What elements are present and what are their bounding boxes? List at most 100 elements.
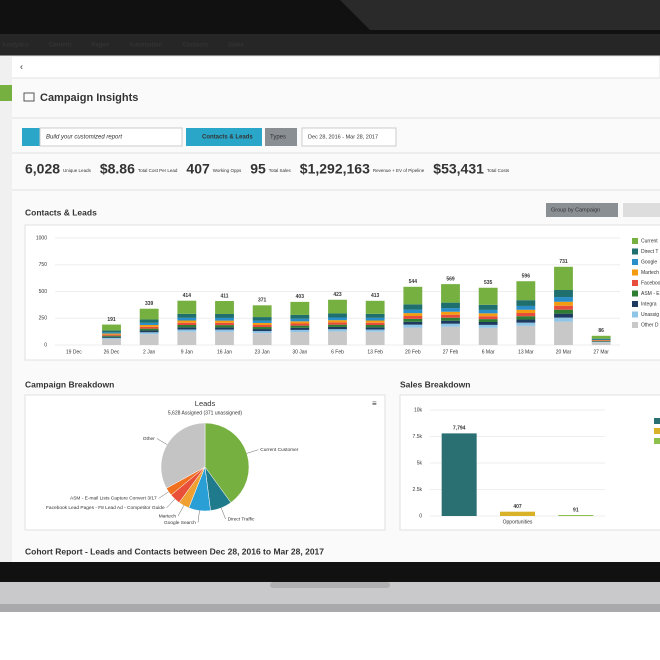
bar-segment — [177, 320, 197, 323]
legend-swatch — [632, 259, 638, 265]
menu-icon[interactable]: ≡ — [372, 399, 377, 408]
bar-segment — [102, 333, 121, 335]
x-tick-label: 27 Mar — [593, 349, 609, 355]
bar-segment — [365, 324, 385, 328]
y-tick-label: 0 — [44, 342, 47, 348]
bar-total-label: 411 — [220, 293, 228, 299]
kpi-value: 407 — [186, 161, 210, 177]
bar-segment — [516, 313, 536, 317]
section-title: Campaign Breakdown — [25, 379, 114, 389]
x-tick-label: 2 Jan — [143, 349, 155, 355]
bezel-reflection — [340, 0, 660, 30]
bar-segment — [403, 318, 423, 322]
bar-segment — [252, 322, 272, 325]
kpi-label: Revenue + EV of Pipeline — [373, 168, 425, 173]
nav-item[interactable]: Pages — [91, 43, 109, 49]
x-tick-label: 13 Mar — [518, 349, 534, 355]
bar-segment — [290, 301, 310, 315]
bar-segment — [403, 309, 423, 314]
nav-item[interactable]: Analytics — [2, 43, 29, 49]
bar-segment — [516, 281, 536, 301]
bar-segment — [215, 301, 234, 314]
bar-total-label: 544 — [409, 279, 418, 285]
back-arrow[interactable]: ‹ — [20, 61, 23, 71]
bar-total-label: 731 — [559, 259, 568, 265]
bar — [558, 515, 594, 516]
legend-label: Martech — [641, 270, 659, 276]
leader-line — [156, 438, 168, 445]
chart-toggle[interactable] — [623, 203, 660, 217]
page-title: Campaign Insights — [40, 92, 138, 104]
group-button[interactable] — [546, 203, 618, 217]
search-placeholder: Build your customized report — [46, 135, 122, 141]
legend-label: Unassig — [641, 312, 659, 318]
bar-segment — [215, 317, 234, 321]
bar-segment — [139, 324, 159, 327]
bar-segment — [290, 321, 310, 324]
bar-segment — [290, 323, 310, 326]
bar-segment — [554, 290, 573, 298]
bar — [441, 433, 477, 516]
view-button[interactable] — [186, 128, 262, 146]
search-box[interactable] — [39, 127, 183, 147]
y-tick-label: 750 — [39, 262, 48, 268]
bar-segment — [554, 317, 573, 322]
sub-bar — [0, 55, 660, 79]
bar-segment — [365, 329, 385, 332]
bar-segment — [554, 321, 573, 345]
toolbar-icon[interactable] — [22, 128, 40, 146]
sidebar — [0, 56, 12, 562]
nav-item[interactable]: Sales — [228, 43, 244, 49]
x-tick-label: 19 Dec — [66, 349, 82, 355]
bar-segment — [139, 319, 159, 323]
bar-segment — [365, 320, 385, 323]
bar-segment — [365, 322, 385, 325]
bar-segment — [441, 320, 460, 324]
bar-segment — [554, 297, 573, 302]
bar-value-label: 91 — [573, 507, 579, 513]
bar-segment — [403, 316, 423, 319]
nav-item[interactable]: Content — [49, 43, 72, 49]
title-icon — [23, 92, 35, 102]
leader-line — [197, 510, 200, 523]
bar-segment — [591, 335, 611, 339]
bar-segment — [516, 305, 536, 310]
bar-segment — [252, 333, 272, 345]
x-tick-label: 6 Mar — [482, 349, 495, 355]
bar-segment — [478, 327, 498, 345]
date-box[interactable] — [301, 127, 397, 147]
legend-swatch — [632, 238, 638, 244]
nav-item[interactable]: Automation — [129, 43, 163, 49]
bar-segment — [102, 332, 121, 334]
bar-total-label: 86 — [598, 328, 604, 334]
bar-total-label: 535 — [484, 280, 493, 286]
nav-item[interactable]: Contacts — [182, 43, 208, 49]
bar-value-label: 407 — [513, 504, 522, 510]
leader-line — [158, 491, 169, 499]
legend-label: Direct T — [641, 249, 658, 255]
bar-segment — [441, 302, 460, 309]
kpi-value: 6,028 — [25, 161, 60, 177]
pie-title: Leads — [195, 399, 216, 408]
bar-segment — [478, 324, 498, 328]
bar-segment — [139, 326, 159, 329]
kpi-value: $53,431 — [433, 161, 484, 177]
legend-swatch — [632, 301, 638, 307]
bar-segment — [252, 320, 272, 323]
bar-total-label: 371 — [258, 298, 267, 304]
kpi-label: Unique Leads — [63, 168, 92, 173]
bar-segment — [403, 327, 423, 345]
legend-swatch — [654, 418, 660, 424]
bar-segment — [554, 305, 573, 310]
x-tick-label: 30 Jan — [292, 349, 307, 355]
bar-value-label: 7,794 — [453, 426, 466, 432]
pie-slice — [160, 422, 206, 489]
top-nav — [0, 34, 660, 56]
legend-swatch — [632, 269, 638, 276]
bar-segment — [516, 325, 536, 345]
bar-segment — [177, 324, 197, 328]
types-button[interactable] — [265, 128, 297, 146]
pie-slice — [204, 422, 250, 503]
bar-segment — [403, 286, 423, 305]
bar-segment — [177, 313, 197, 318]
